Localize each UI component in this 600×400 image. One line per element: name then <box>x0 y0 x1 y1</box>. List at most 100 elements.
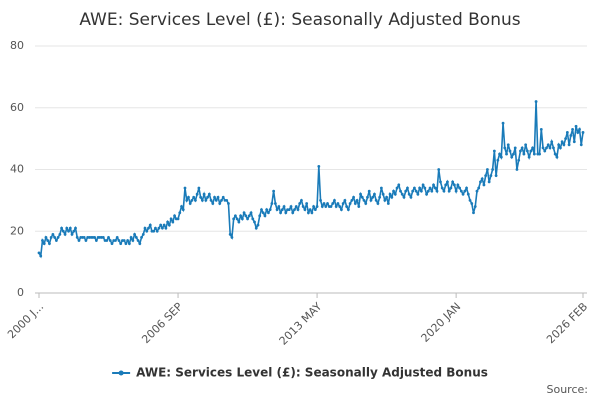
data-point <box>235 217 239 221</box>
data-point <box>61 229 65 233</box>
data-point <box>280 208 284 212</box>
data-point <box>463 189 467 193</box>
data-point <box>206 195 209 199</box>
data-point <box>348 202 352 205</box>
data-point <box>317 165 321 168</box>
data-point <box>334 205 338 208</box>
data-point <box>41 239 44 242</box>
data-point <box>548 146 552 150</box>
data-point <box>253 220 256 224</box>
data-point <box>400 192 404 196</box>
data-point <box>306 211 310 215</box>
data-point <box>383 198 387 202</box>
data-point <box>479 180 482 184</box>
data-point <box>506 143 510 147</box>
data-point <box>289 205 293 208</box>
data-point <box>221 195 225 199</box>
data-point <box>273 202 277 205</box>
data-point <box>249 211 253 215</box>
data-point <box>178 211 182 215</box>
data-point <box>293 208 296 212</box>
y-tick-label: 40 <box>10 163 24 176</box>
data-point <box>282 205 286 208</box>
data-point <box>326 202 329 205</box>
data-point <box>557 143 561 147</box>
data-point <box>190 198 194 202</box>
data-point <box>72 229 76 233</box>
data-point <box>63 232 67 236</box>
data-point <box>140 236 143 239</box>
data-point <box>164 226 168 230</box>
data-point <box>267 211 270 215</box>
data-point <box>371 195 375 199</box>
data-point <box>134 236 138 239</box>
data-point <box>232 217 236 221</box>
data-point <box>173 214 176 218</box>
data-point <box>475 189 479 193</box>
data-point <box>498 152 501 156</box>
data-point <box>385 195 389 199</box>
data-point <box>313 208 317 212</box>
data-point <box>444 183 448 187</box>
chart-title: AWE: Services Level (£): Seasonally Adju… <box>79 10 520 30</box>
data-point <box>263 214 267 218</box>
data-point <box>496 158 500 162</box>
data-point <box>388 192 392 196</box>
data-point <box>303 208 307 212</box>
data-point <box>147 226 150 230</box>
data-point <box>494 174 498 178</box>
data-point <box>413 186 416 190</box>
data-point <box>197 186 201 190</box>
legend-marker <box>118 370 124 376</box>
data-point <box>322 202 326 205</box>
data-point <box>352 195 355 199</box>
data-point <box>200 198 204 202</box>
data-point <box>560 140 564 144</box>
data-point <box>329 205 333 208</box>
data-point <box>114 239 117 242</box>
data-point <box>265 208 269 212</box>
data-point <box>576 131 580 134</box>
data-point <box>105 239 109 242</box>
data-point <box>254 226 258 230</box>
data-point <box>374 198 378 202</box>
data-point <box>399 189 402 193</box>
data-point <box>260 208 263 212</box>
data-point <box>562 143 566 147</box>
data-point <box>565 131 569 134</box>
x-tick-label: 2026 FEB <box>544 300 590 346</box>
data-point <box>378 195 382 199</box>
data-point <box>421 183 425 187</box>
data-point <box>213 195 216 199</box>
data-point <box>108 239 112 242</box>
data-point <box>268 208 272 212</box>
data-point <box>220 198 223 202</box>
data-point <box>452 183 456 187</box>
y-tick-label: 20 <box>10 224 24 237</box>
data-point <box>522 152 526 156</box>
data-point <box>207 192 211 196</box>
data-point <box>162 223 166 227</box>
series-line <box>38 101 584 259</box>
data-point <box>49 236 53 239</box>
data-point <box>517 158 521 162</box>
data-point <box>148 223 152 227</box>
data-point <box>345 205 349 208</box>
data-point <box>270 202 274 205</box>
data-point <box>145 229 149 233</box>
data-point <box>129 236 133 239</box>
data-point <box>393 192 397 196</box>
data-point <box>56 236 60 239</box>
data-point <box>446 180 449 184</box>
data-point <box>470 202 474 205</box>
data-point <box>53 236 57 239</box>
data-point <box>395 186 399 190</box>
data-point <box>320 205 324 208</box>
data-point <box>180 205 183 208</box>
data-point <box>107 236 110 239</box>
data-point <box>51 232 55 236</box>
data-point <box>520 146 524 150</box>
data-point <box>524 143 528 147</box>
data-point <box>381 192 385 196</box>
legend-label: AWE: Services Level (£): Seasonally Adju… <box>136 366 488 380</box>
